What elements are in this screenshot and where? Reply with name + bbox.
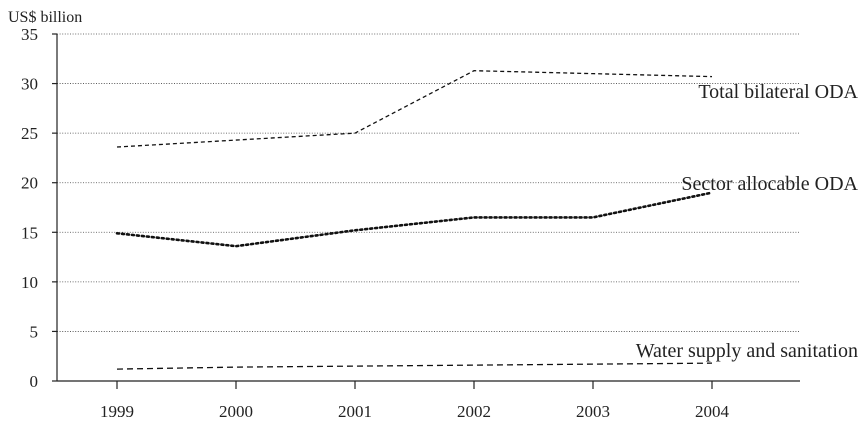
y-tick-label: 0 [30, 372, 39, 391]
series-line [116, 362, 713, 370]
series-lines [115, 70, 714, 370]
y-tick-label: 10 [21, 273, 38, 292]
series-labels: Total bilateral ODA Sector allocable ODA W… [636, 81, 859, 362]
series-label: Total bilateral ODA [698, 81, 858, 103]
y-tick-label: 25 [21, 124, 38, 143]
y-tick-label: 5 [30, 322, 39, 341]
x-tick-label: 2002 [457, 402, 491, 421]
grid-lines [57, 33, 800, 332]
series-label: Water supply and sanitation [636, 340, 858, 362]
y-tick-label: 15 [21, 223, 38, 242]
axes [56, 34, 800, 382]
x-tick-label: 2003 [576, 402, 610, 421]
series-label: Sector allocable ODA [681, 173, 858, 195]
x-tick-label: 2000 [219, 402, 253, 421]
x-tick-label: 2001 [338, 402, 372, 421]
series-line [115, 191, 714, 248]
y-tick-label: 35 [21, 25, 38, 44]
x-tick-label: 2004 [695, 402, 730, 421]
x-tick-label: 1999 [100, 402, 134, 421]
series-line [116, 70, 713, 148]
y-tick-label: 30 [21, 75, 38, 94]
y-tick-label: 20 [21, 174, 38, 193]
y-unit-label: US$ billion [8, 9, 82, 26]
tick-labels: 0 5 10 15 20 25 30 35 1999 2000 2001 2002 2003 2004 [21, 25, 730, 421]
